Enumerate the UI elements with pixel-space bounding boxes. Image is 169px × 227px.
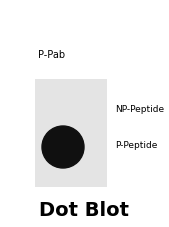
Circle shape: [42, 126, 84, 168]
Text: Dot Blot: Dot Blot: [39, 201, 129, 220]
Bar: [35, 80, 107, 187]
Text: NP-Peptide: NP-Peptide: [115, 105, 164, 114]
Text: P-Pab: P-Pab: [38, 50, 66, 60]
Text: P-Peptide: P-Peptide: [115, 141, 157, 150]
